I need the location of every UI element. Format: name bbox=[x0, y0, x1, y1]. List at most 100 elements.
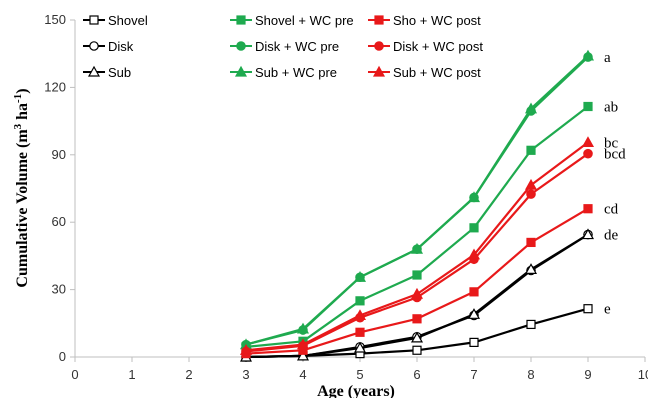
legend-item: Disk bbox=[83, 39, 134, 54]
data-point bbox=[355, 327, 365, 337]
x-tick-label: 0 bbox=[71, 367, 78, 382]
legend-item: Shovel + WC pre bbox=[230, 13, 354, 28]
data-point bbox=[355, 296, 365, 306]
legend-label: Shovel + WC pre bbox=[255, 13, 354, 28]
legend-marker bbox=[236, 41, 246, 51]
axes: 0 30 60 90 120 150 0 1 2 3 4 5 6 7 8 9 10 bbox=[44, 12, 648, 382]
y-tick-label: 0 bbox=[59, 349, 66, 364]
legend-marker bbox=[87, 65, 101, 77]
series-disk-wc-pre bbox=[241, 52, 593, 350]
data-point bbox=[410, 331, 424, 343]
significance-letter: bcd bbox=[604, 147, 626, 163]
legend-label: Sho + WC post bbox=[393, 13, 481, 28]
data-point bbox=[296, 322, 310, 334]
significance-letter: ab bbox=[604, 99, 618, 115]
x-tick-label: 5 bbox=[356, 367, 363, 382]
legend-item: Sub bbox=[83, 65, 131, 80]
series-line bbox=[245, 105, 589, 348]
data-point bbox=[469, 287, 479, 297]
legend-marker bbox=[89, 41, 99, 51]
legend-item: Shovel bbox=[83, 13, 148, 28]
data-point bbox=[524, 263, 538, 274]
data-point bbox=[469, 223, 479, 233]
series-shovel-wc-pre bbox=[241, 101, 593, 352]
legend-label: Disk bbox=[108, 39, 134, 54]
legend-label: Sub + WC post bbox=[393, 65, 481, 80]
y-axis-title-superscript: 3 bbox=[12, 123, 24, 129]
legend-marker bbox=[372, 65, 386, 77]
y-tick-label: 90 bbox=[52, 147, 66, 162]
legend-item: Sho + WC post bbox=[368, 13, 481, 28]
legend-marker bbox=[234, 65, 248, 77]
y-tick-label: 150 bbox=[44, 12, 66, 27]
data-point bbox=[526, 145, 536, 155]
data-point bbox=[583, 304, 593, 314]
legend-label: Sub bbox=[108, 65, 131, 80]
y-tick-label: 120 bbox=[44, 79, 66, 94]
legend-label: Shovel bbox=[108, 13, 148, 28]
data-point bbox=[583, 101, 593, 112]
legend-item: Sub + WC post bbox=[368, 65, 481, 80]
x-tick-label: 6 bbox=[413, 367, 420, 382]
data-point bbox=[353, 271, 367, 282]
data-point bbox=[412, 345, 422, 355]
data-point bbox=[467, 191, 481, 203]
series-layer bbox=[239, 49, 595, 362]
y-axis-title-part: Cumulative Volume (m bbox=[14, 129, 31, 288]
x-tick-label: 10 bbox=[638, 367, 648, 382]
data-point bbox=[526, 237, 536, 248]
data-point bbox=[412, 314, 422, 324]
data-point bbox=[467, 248, 481, 260]
data-point bbox=[296, 349, 310, 361]
y-axis-title: Cumulative Volume (m3 ha-1) bbox=[12, 88, 31, 287]
y-tick-label: 30 bbox=[52, 282, 66, 297]
significance-letter: e bbox=[604, 302, 611, 318]
x-axis-title: Age (years) bbox=[317, 383, 395, 398]
y-tick-label: 60 bbox=[52, 214, 66, 229]
series-sub-wc-post bbox=[239, 136, 595, 355]
x-tick-label: 7 bbox=[470, 367, 477, 382]
x-tick-label: 9 bbox=[584, 367, 591, 382]
legend-marker bbox=[374, 15, 384, 25]
data-point bbox=[526, 319, 536, 330]
data-point bbox=[469, 337, 479, 347]
data-point bbox=[583, 148, 593, 159]
data-point bbox=[581, 136, 595, 148]
legend-item: Sub + WC pre bbox=[230, 65, 337, 80]
legend: Shovel Disk Sub Shovel + WC pre Disk + WC pr… bbox=[83, 13, 483, 80]
data-point bbox=[583, 204, 593, 214]
legend-item: Disk + WC post bbox=[368, 39, 483, 54]
data-point bbox=[353, 341, 367, 353]
data-point bbox=[524, 178, 538, 190]
x-tick-label: 4 bbox=[299, 367, 306, 382]
y-axis-title-part: ha bbox=[14, 103, 31, 124]
legend-label: Disk + WC post bbox=[393, 39, 483, 54]
data-point bbox=[353, 309, 367, 321]
significance-letter: cd bbox=[604, 202, 619, 218]
data-point bbox=[524, 102, 538, 114]
data-point bbox=[410, 242, 424, 254]
significance-letter: a bbox=[604, 50, 611, 66]
legend-marker bbox=[89, 15, 99, 25]
data-point bbox=[526, 189, 536, 199]
data-point bbox=[581, 228, 595, 240]
data-point bbox=[412, 270, 422, 280]
data-point bbox=[296, 338, 310, 350]
significance-letter: bc bbox=[604, 135, 619, 151]
y-axis-title-part: ) bbox=[14, 88, 31, 93]
x-tick-label: 8 bbox=[527, 367, 534, 382]
legend-label: Sub + WC pre bbox=[255, 65, 337, 80]
data-point bbox=[581, 49, 595, 61]
legend-marker bbox=[236, 15, 246, 25]
legend-item: Disk + WC pre bbox=[230, 39, 339, 54]
y-axis-title-superscript: -1 bbox=[12, 94, 24, 103]
data-point bbox=[410, 287, 424, 299]
x-tick-label: 2 bbox=[185, 367, 192, 382]
significance-letter: de bbox=[604, 228, 619, 244]
x-tick-label: 3 bbox=[242, 367, 249, 382]
series-sub bbox=[239, 228, 595, 362]
data-point bbox=[239, 344, 253, 355]
x-tick-label: 1 bbox=[128, 367, 135, 382]
legend-label: Disk + WC pre bbox=[255, 39, 339, 54]
